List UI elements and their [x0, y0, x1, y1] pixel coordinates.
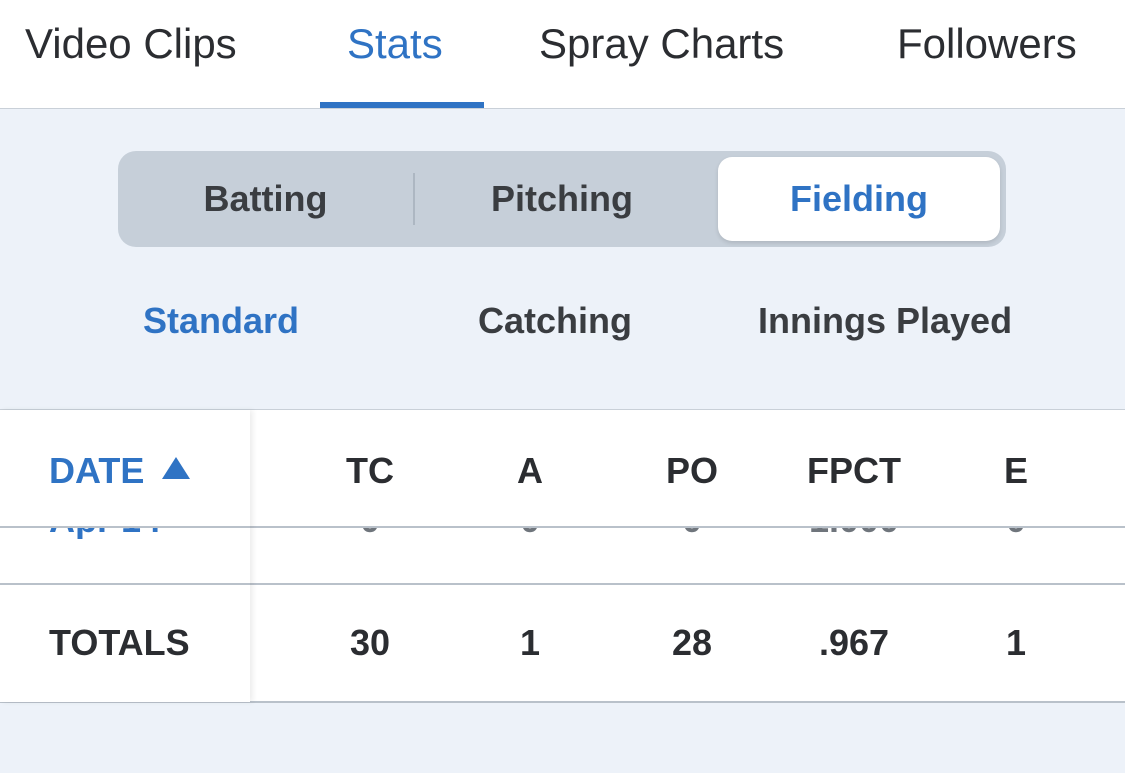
table-bottom-border: [0, 701, 1125, 703]
subtab-innings-played[interactable]: Innings Played: [758, 300, 1013, 341]
row-fpct: 1.000: [784, 527, 924, 539]
col-header-e[interactable]: E: [1003, 450, 1028, 491]
tab-video-clips[interactable]: Video Clips: [25, 20, 237, 67]
subtab-standard[interactable]: Standard: [143, 300, 300, 341]
header-divider: [0, 526, 1125, 528]
row-divider: [0, 583, 1125, 585]
segment-pitching[interactable]: Pitching: [491, 178, 633, 219]
row-tc: 0: [320, 527, 420, 539]
col-header-po[interactable]: PO: [665, 450, 718, 491]
row-a: 0: [480, 527, 580, 539]
fielding-stats-table: Apr 14 .. 0 0 0 1.000 0 TC A PO FPCT E 3…: [0, 409, 1125, 703]
totals-label: TOTALS: [49, 622, 190, 663]
active-tab-indicator: [320, 102, 484, 108]
frozen-row-divider: [0, 583, 250, 585]
tab-followers[interactable]: Followers: [897, 20, 1077, 67]
segment-fielding[interactable]: Fielding: [718, 157, 1000, 241]
col-header-date-label: DATE: [49, 450, 145, 491]
row-e: 0: [966, 527, 1066, 539]
segment-divider: [413, 173, 415, 225]
top-nav: Video Clips Stats Spray Charts Followers: [0, 0, 1125, 109]
segment-batting[interactable]: Batting: [203, 178, 328, 219]
col-header-a[interactable]: A: [517, 450, 543, 491]
frozen-row[interactable]: Apr 14: [0, 527, 250, 539]
totals-po: 28: [671, 622, 713, 663]
row-po: 0: [642, 527, 742, 539]
totals-tc: 30: [349, 622, 391, 663]
col-header-fpct[interactable]: FPCT: [807, 450, 901, 491]
frozen-row-date[interactable]: Apr 14: [49, 527, 161, 539]
frozen-date-column: DATE Apr 14 TOTALS: [0, 410, 250, 702]
subtab-catching[interactable]: Catching: [478, 300, 633, 341]
totals-a: 1: [519, 622, 541, 663]
sort-ascending-icon: [162, 457, 191, 479]
totals-e: 1: [1005, 622, 1027, 663]
tab-spray-charts[interactable]: Spray Charts: [539, 20, 785, 67]
totals-fpct: .967: [818, 622, 890, 663]
col-header-date[interactable]: DATE: [49, 450, 191, 492]
frozen-header-divider: [0, 526, 250, 528]
col-header-tc[interactable]: TC: [346, 450, 394, 491]
tab-stats[interactable]: Stats: [347, 20, 443, 67]
stat-type-segmented-control: Batting Pitching Fielding: [118, 151, 1006, 247]
truncation-dots: ..: [250, 527, 262, 539]
